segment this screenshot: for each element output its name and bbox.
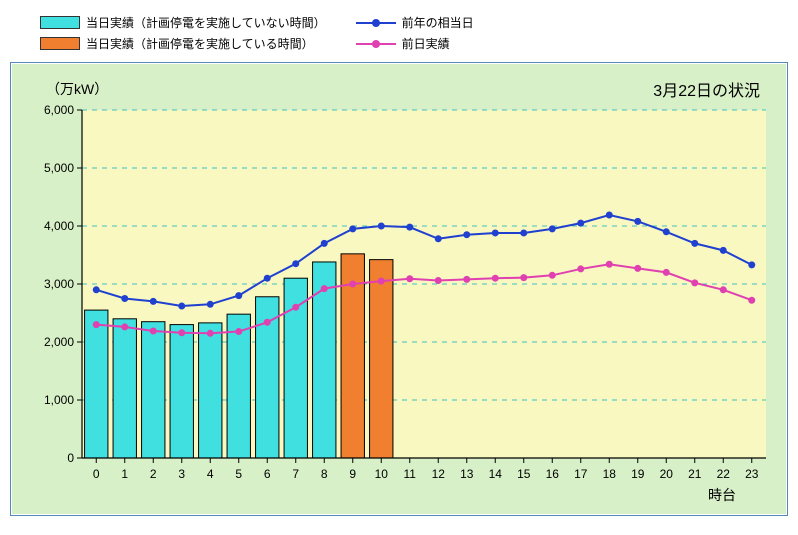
svg-text:0: 0 [67, 451, 74, 465]
svg-text:15: 15 [517, 467, 531, 481]
svg-text:13: 13 [460, 467, 474, 481]
svg-text:14: 14 [489, 467, 503, 481]
legend-item-bar-no-outage: 当日実績（計画停電を実施していない時間） [40, 14, 326, 31]
legend-item-bar-outage: 当日実績（計画停電を実施している時間） [40, 35, 326, 52]
chart: 01,0002,0003,0004,0005,0006,000012345678… [12, 64, 786, 514]
svg-text:16: 16 [546, 467, 560, 481]
legend-label: 前日実績 [402, 35, 450, 52]
legend-item-line-prev-year: 前年の相当日 [356, 14, 474, 31]
svg-text:3: 3 [178, 467, 185, 481]
svg-text:2,000: 2,000 [44, 335, 74, 349]
svg-text:時台: 時台 [708, 487, 736, 503]
svg-text:21: 21 [688, 467, 702, 481]
svg-text:1: 1 [121, 467, 128, 481]
svg-text:3,000: 3,000 [44, 277, 74, 291]
svg-text:4: 4 [207, 467, 214, 481]
svg-text:5: 5 [235, 467, 242, 481]
svg-text:1,000: 1,000 [44, 393, 74, 407]
svg-text:12: 12 [432, 467, 446, 481]
svg-text:4,000: 4,000 [44, 219, 74, 233]
swatch-line-prev-day [356, 37, 396, 50]
svg-text:17: 17 [574, 467, 588, 481]
svg-text:3月22日の状況: 3月22日の状況 [653, 82, 760, 100]
swatch-bar-outage [40, 37, 80, 50]
legend-item-line-prev-day: 前日実績 [356, 35, 474, 52]
svg-text:18: 18 [603, 467, 617, 481]
svg-text:6,000: 6,000 [44, 103, 74, 117]
svg-text:7: 7 [292, 467, 299, 481]
svg-text:5,000: 5,000 [44, 161, 74, 175]
svg-text:6: 6 [264, 467, 271, 481]
swatch-bar-no-outage [40, 16, 80, 29]
svg-text:20: 20 [660, 467, 674, 481]
svg-text:11: 11 [404, 467, 417, 481]
legend-label: 当日実績（計画停電を実施している時間） [86, 35, 314, 52]
svg-text:2: 2 [150, 467, 157, 481]
swatch-line-prev-year [356, 16, 396, 29]
legend: 当日実績（計画停電を実施していない時間） 当日実績（計画停電を実施している時間）… [10, 10, 788, 62]
svg-text:9: 9 [349, 467, 356, 481]
svg-text:22: 22 [717, 467, 731, 481]
svg-text:8: 8 [321, 467, 328, 481]
svg-text:19: 19 [631, 467, 645, 481]
chart-frame: 01,0002,0003,0004,0005,0006,000012345678… [10, 62, 788, 516]
svg-text:0: 0 [93, 467, 100, 481]
legend-label: 当日実績（計画停電を実施していない時間） [86, 14, 326, 31]
legend-label: 前年の相当日 [402, 14, 474, 31]
svg-text:10: 10 [375, 467, 389, 481]
svg-text:23: 23 [745, 467, 759, 481]
svg-text:（万kW）: （万kW） [46, 81, 108, 97]
